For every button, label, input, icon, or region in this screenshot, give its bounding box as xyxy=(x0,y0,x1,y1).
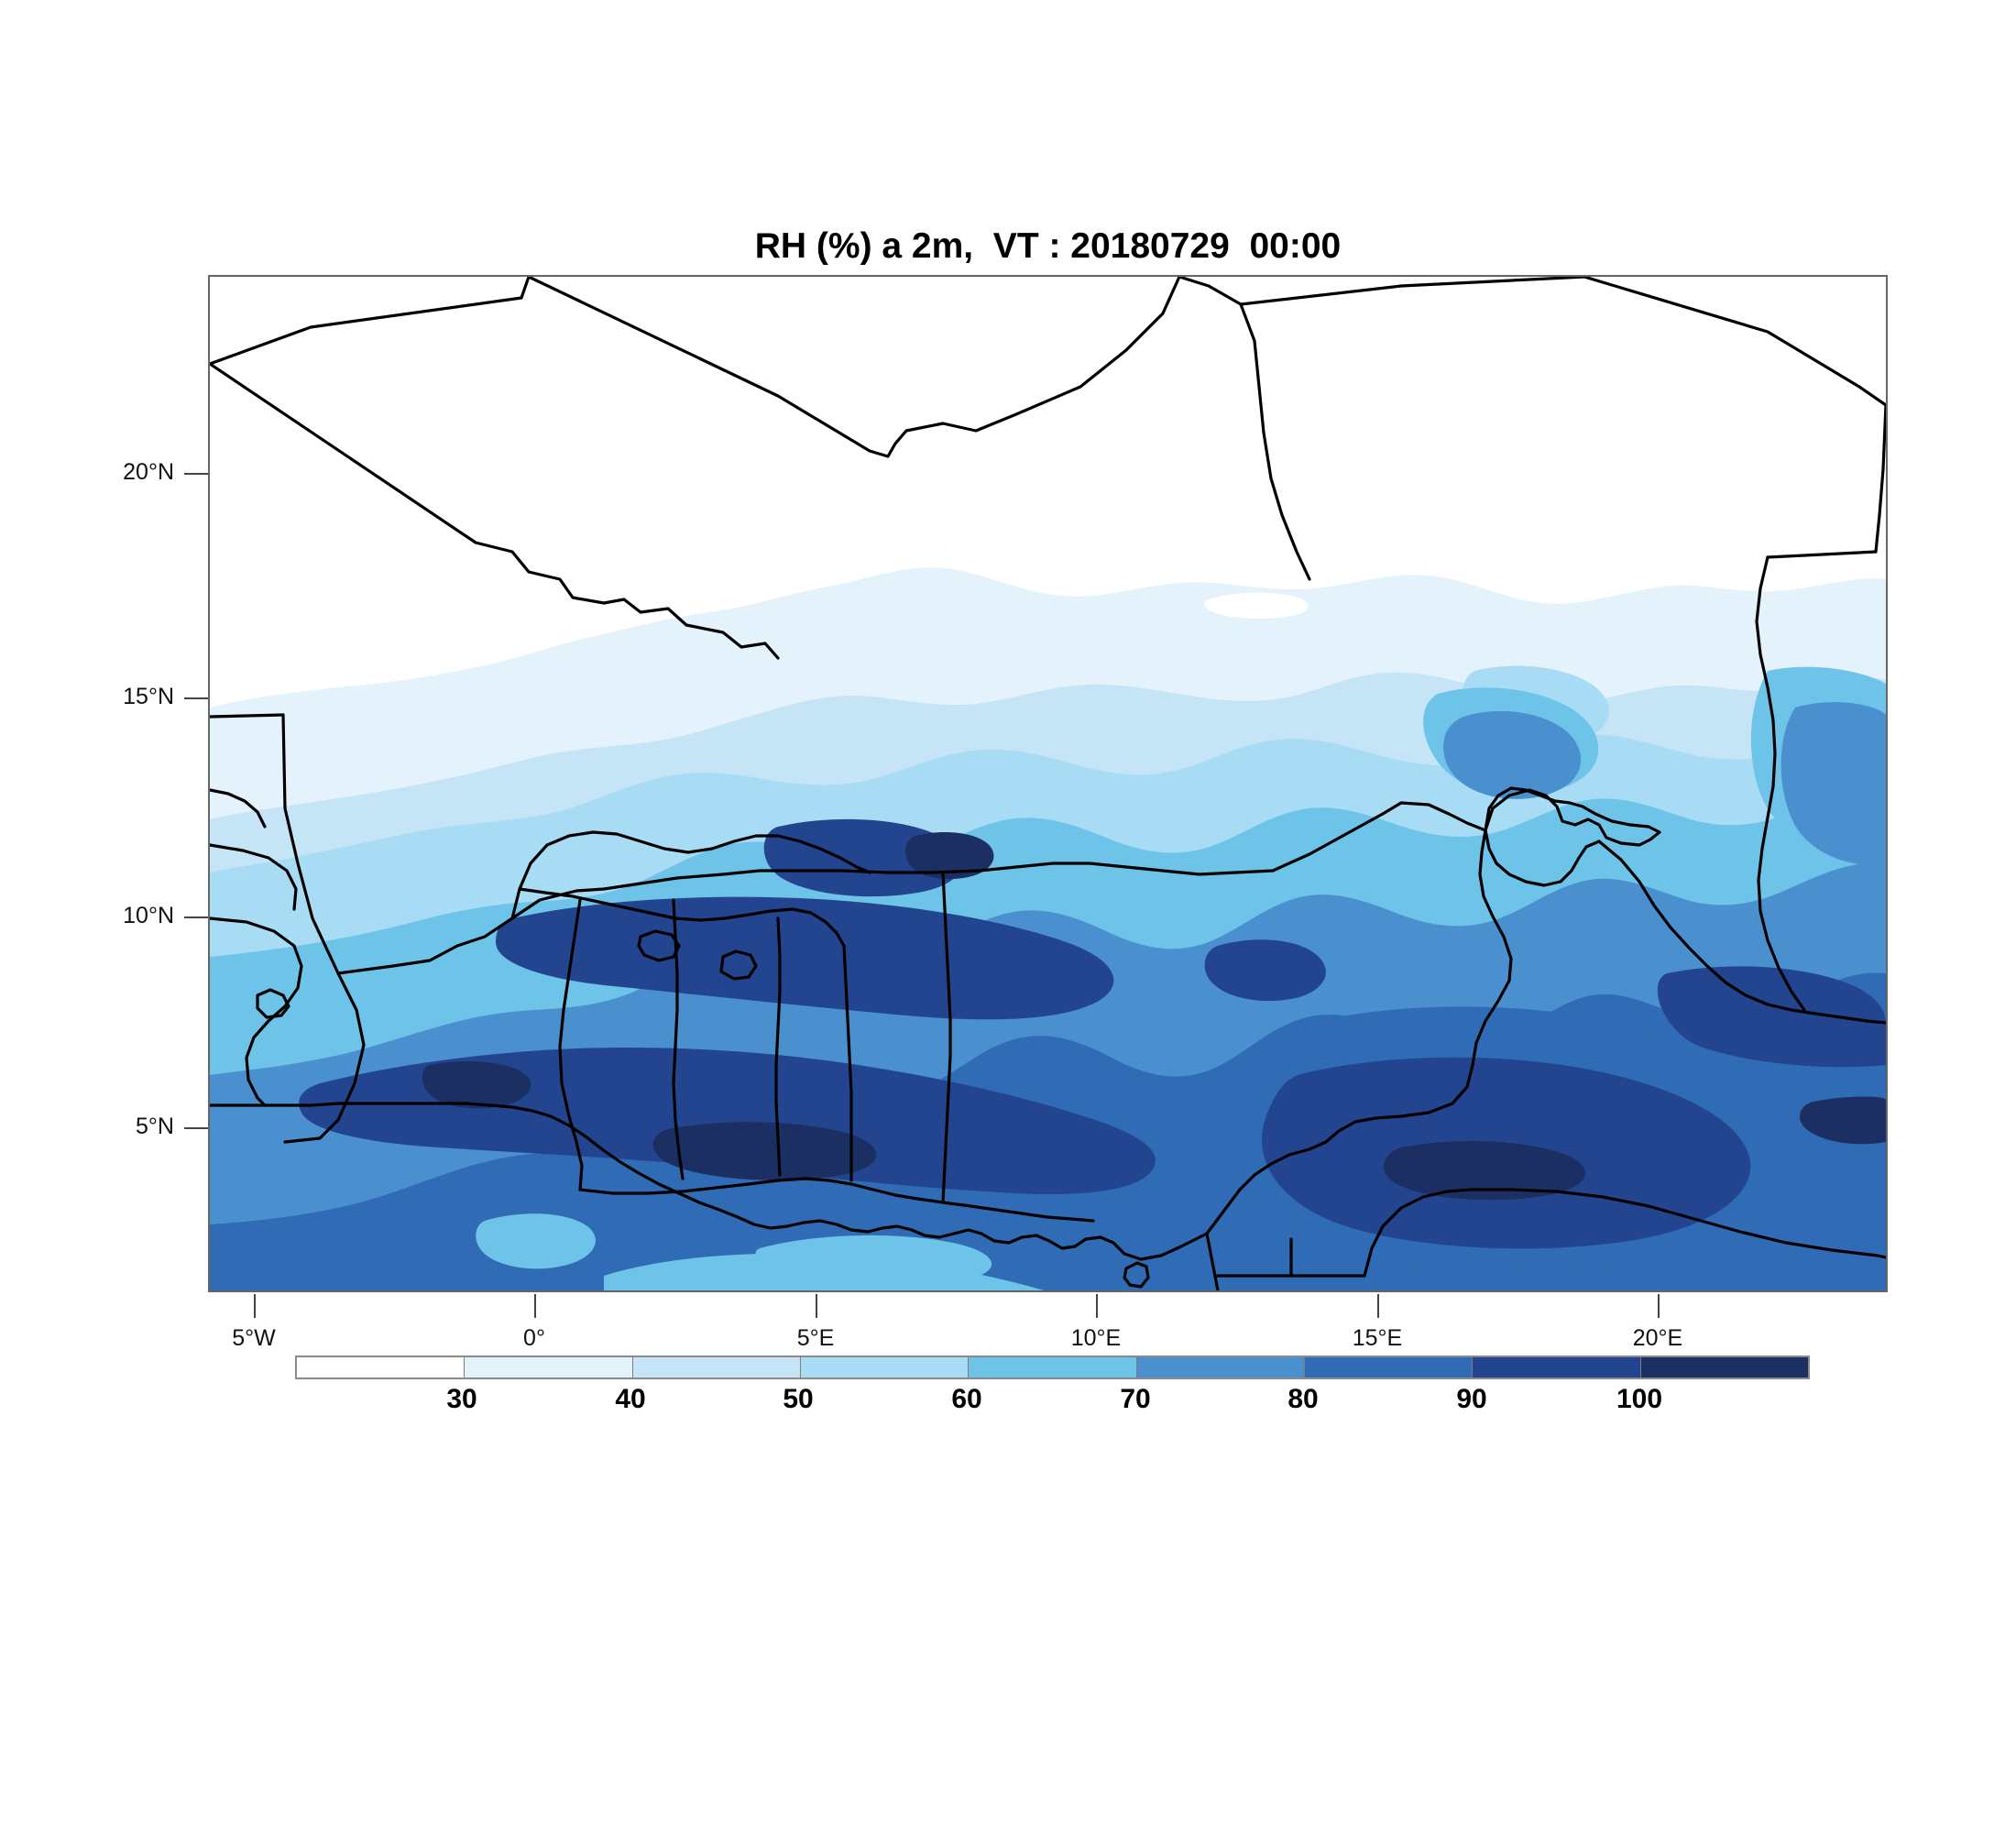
colorbar-tick-label: 40 xyxy=(615,1384,646,1414)
y-tick-mark xyxy=(184,697,208,699)
x-tick-label: 0° xyxy=(523,1325,545,1351)
colorbar-segment-6 xyxy=(1304,1357,1474,1377)
y-tick-mark xyxy=(184,1127,208,1129)
colorbar-tick-label: 80 xyxy=(1287,1384,1319,1414)
y-tick-label: 20°N xyxy=(123,459,174,485)
map-plot-area xyxy=(208,275,1888,1292)
y-tick-mark xyxy=(184,473,208,475)
y-tick-label: 5°N xyxy=(136,1114,174,1139)
colorbar-segment-0 xyxy=(297,1357,466,1377)
colorbar-tick-label: 90 xyxy=(1456,1384,1487,1414)
colorbar-segment-8 xyxy=(1640,1357,1808,1377)
colorbar-segment-2 xyxy=(632,1357,801,1377)
x-tick-label: 15°E xyxy=(1352,1325,1403,1351)
x-tick-label: 5°E xyxy=(796,1325,835,1351)
x-tick-label: 5°W xyxy=(232,1325,276,1351)
contour-map xyxy=(210,277,1886,1290)
colorbar-segment-3 xyxy=(800,1357,970,1377)
colorbar-segment-7 xyxy=(1473,1357,1641,1377)
y-tick-label: 15°N xyxy=(123,684,174,709)
x-tick-mark xyxy=(816,1294,817,1318)
y-tick-label: 10°N xyxy=(123,903,174,928)
y-tick-mark xyxy=(184,916,208,918)
page-title: RH (%) a 2m, VT : 20180729 00:00 xyxy=(754,226,1342,266)
x-tick-mark xyxy=(1658,1294,1660,1318)
colorbar-segment-1 xyxy=(465,1357,633,1377)
colorbar[interactable] xyxy=(295,1356,1810,1379)
x-tick-mark xyxy=(1096,1294,1098,1318)
colorbar-tick-label: 30 xyxy=(446,1384,477,1414)
x-tick-label: 20°E xyxy=(1632,1325,1683,1351)
x-tick-label: 10°E xyxy=(1070,1325,1122,1351)
colorbar-tick-label: 100 xyxy=(1616,1384,1663,1414)
colorbar-segment-4 xyxy=(969,1357,1137,1377)
colorbar-tick-label: 50 xyxy=(783,1384,814,1414)
colorbar-segment-5 xyxy=(1136,1357,1305,1377)
x-tick-mark xyxy=(254,1294,256,1318)
colorbar-tick-label: 60 xyxy=(951,1384,982,1414)
x-tick-mark xyxy=(1377,1294,1379,1318)
x-tick-mark xyxy=(534,1294,536,1318)
colorbar-tick-label: 70 xyxy=(1120,1384,1151,1414)
